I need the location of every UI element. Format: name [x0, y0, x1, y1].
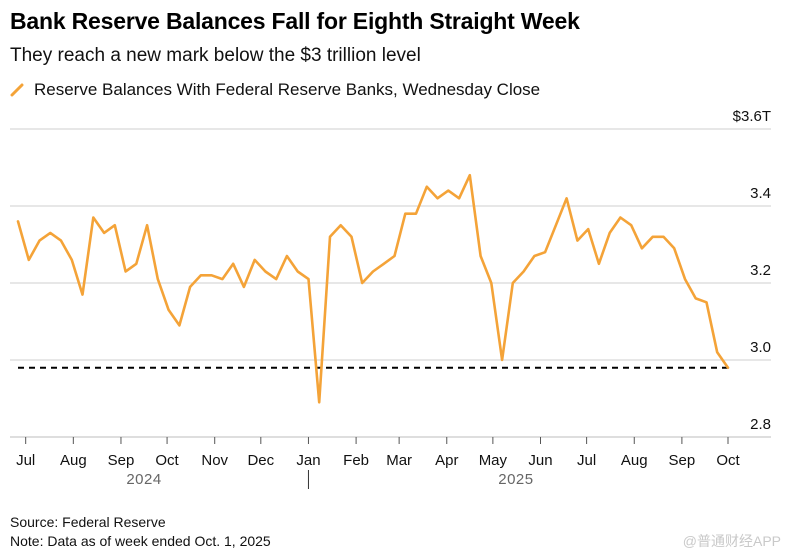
x-tick-label: Oct	[155, 452, 179, 469]
x-tick-label: Oct	[716, 452, 740, 469]
x-tick-label: Mar	[386, 452, 412, 469]
x-tick-label: Aug	[621, 452, 648, 469]
x-tick-label: Nov	[201, 452, 228, 469]
y-tick-label: $3.6T	[733, 108, 771, 125]
x-tick-label: Jul	[577, 452, 596, 469]
year-label: 2025	[498, 471, 533, 488]
series-line	[16, 173, 730, 404]
x-tick-label: Apr	[435, 452, 458, 469]
year-label: 2024	[126, 471, 161, 488]
y-tick-label: 2.8	[750, 416, 771, 433]
grid-layer	[10, 128, 771, 361]
legend: Reserve Balances With Federal Reserve Ba…	[10, 80, 540, 100]
y-tick-label: 3.2	[750, 262, 771, 279]
series-layer	[16, 173, 730, 404]
x-tick-label: Sep	[669, 452, 696, 469]
legend-swatch-icon	[10, 83, 24, 97]
x-tick-label: Feb	[343, 452, 369, 469]
y-tick-label: 3.4	[750, 185, 771, 202]
x-tick-label: Dec	[247, 452, 274, 469]
watermark: @普通财经APP	[682, 533, 781, 549]
x-tick-label: Jul	[16, 452, 35, 469]
legend-label: Reserve Balances With Federal Reserve Ba…	[34, 80, 541, 99]
chart-subtitle: They reach a new mark below the $3 trill…	[10, 45, 421, 66]
y-axis: 2.8 3.0 3.2 3.4 $3.6T	[733, 108, 771, 433]
x-tick-label: Jan	[296, 452, 320, 469]
x-axis: Jul Aug Sep Oct Nov Dec Jan Feb Mar Apr May Jun Jul A…	[10, 436, 771, 489]
x-tick-label: Sep	[108, 452, 135, 469]
source-note: Source: Federal Reserve	[10, 514, 166, 530]
x-tick-label: Jun	[528, 452, 552, 469]
y-tick-label: 3.0	[750, 339, 771, 356]
x-tick-label: Aug	[60, 452, 87, 469]
x-tick-label: May	[479, 452, 508, 469]
chart-title: Bank Reserve Balances Fall for Eighth St…	[10, 8, 580, 34]
data-note: Note: Data as of week ended Oct. 1, 2025	[10, 533, 271, 549]
